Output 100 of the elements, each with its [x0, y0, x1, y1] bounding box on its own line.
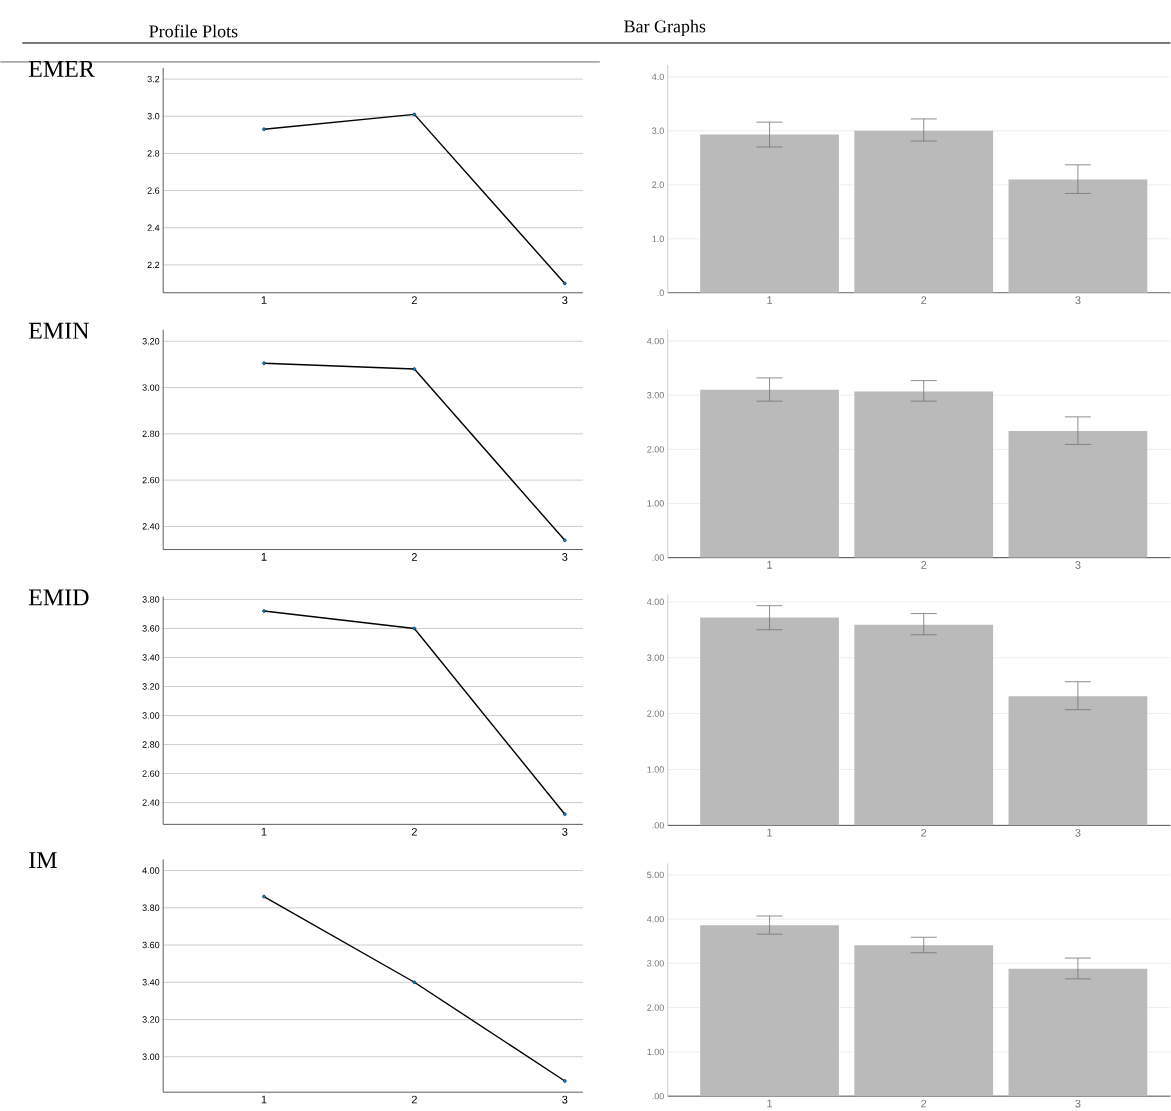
y-tick-label: 3.00 — [647, 392, 664, 399]
y-tick-label: 3.2 — [147, 75, 160, 83]
y-tick-label: 3.60 — [142, 941, 160, 949]
y-tick-label: 4.00 — [646, 598, 664, 606]
y-tick-label: 2.8 — [147, 150, 160, 157]
x-tick-label: 1 — [261, 296, 267, 304]
x-tick-label: 2 — [411, 296, 417, 305]
y-tick-label: .00 — [652, 554, 664, 561]
point — [412, 980, 417, 985]
chart-title: EMIN — [28, 322, 89, 339]
x-tick-label: 1 — [261, 827, 267, 836]
point — [262, 894, 266, 899]
x-tick-label: 3 — [1075, 829, 1081, 837]
y-tick-label: 1.00 — [647, 766, 664, 773]
x-tick-label: 1 — [767, 561, 773, 569]
y-tick-label: 2.60 — [142, 770, 160, 777]
bar — [700, 134, 839, 293]
x-tick-label: 2 — [921, 829, 927, 837]
bar — [700, 925, 839, 1097]
y-tick-label: 3.40 — [142, 979, 160, 986]
x-tick-label: 2 — [411, 553, 417, 561]
y-tick-label: 2.40 — [142, 799, 160, 806]
y-tick-label: .0 — [657, 289, 664, 297]
y-tick-label: 3.20 — [142, 338, 160, 345]
point — [262, 609, 266, 613]
chart-title: EMER — [28, 61, 95, 77]
y-tick-label: 3.00 — [142, 384, 160, 391]
y-tick-label: 3.0 — [147, 113, 160, 120]
bar — [1008, 696, 1148, 826]
y-tick-label: 3.0 — [652, 127, 664, 135]
x-tick-label: 3 — [562, 553, 568, 561]
x-tick-label: 2 — [921, 296, 927, 305]
x-tick-label: 3 — [1075, 561, 1081, 569]
x-tick-label: 3 — [562, 1095, 568, 1104]
point — [412, 112, 417, 117]
x-tick-label: 1 — [261, 553, 267, 561]
y-tick-label: 2.0 — [652, 181, 664, 189]
y-tick-label: 3.80 — [142, 596, 160, 603]
y-tick-label: 2.80 — [142, 430, 160, 438]
y-tick-label: 4.0 — [651, 73, 664, 81]
y-tick-label: 3.20 — [142, 683, 160, 690]
y-tick-label: .00 — [652, 822, 664, 829]
y-tick-label: 3.80 — [142, 904, 160, 912]
y-tick-label: 2.6 — [147, 187, 160, 194]
y-tick-label: 3.60 — [142, 625, 160, 632]
y-tick-label: 3.40 — [142, 654, 160, 661]
x-tick-label: 1 — [767, 296, 773, 304]
y-tick-label: 3.20 — [142, 1016, 160, 1023]
y-tick-label: 4.00 — [646, 916, 664, 923]
point — [563, 812, 567, 817]
x-tick-label: 3 — [562, 828, 568, 836]
x-tick-label: 1 — [767, 829, 773, 837]
bar — [854, 624, 994, 826]
y-tick-label: 2.60 — [142, 477, 160, 484]
y-tick-label: 2.40 — [142, 523, 160, 530]
bar — [1008, 968, 1148, 1097]
x-tick-label: 3 — [1075, 296, 1081, 305]
point — [563, 281, 567, 286]
chart-title: IM — [29, 852, 57, 869]
bar — [854, 945, 994, 1097]
y-tick-label: 3.00 — [647, 654, 664, 661]
text: Bar Graphs — [624, 19, 706, 37]
y-tick-label: 4.00 — [646, 338, 664, 345]
y-tick-label: 2.00 — [647, 446, 664, 453]
x-tick-label: 1 — [767, 1099, 773, 1108]
y-tick-label: 2.80 — [142, 741, 160, 748]
y-tick-label: 1.00 — [647, 500, 664, 507]
bar — [854, 391, 994, 558]
x-tick-label: 2 — [921, 561, 927, 569]
chart-title: EMID — [28, 589, 89, 606]
point — [563, 1079, 567, 1083]
text: Profile Plots — [149, 24, 238, 38]
x-tick-label: 2 — [411, 1095, 417, 1104]
x-tick-label: 2 — [411, 828, 417, 836]
point — [563, 538, 567, 543]
point — [412, 367, 417, 371]
y-tick-label: 3.00 — [142, 712, 160, 719]
y-tick-label: 2.00 — [647, 710, 664, 717]
point — [412, 626, 417, 631]
x-tick-label: 3 — [562, 296, 568, 305]
x-tick-label: 3 — [1075, 1099, 1081, 1108]
y-tick-label: 2.2 — [147, 261, 160, 269]
y-tick-label: 1.0 — [652, 235, 664, 243]
bar — [700, 617, 839, 826]
point — [262, 127, 266, 132]
bar — [1008, 179, 1148, 293]
bar — [854, 130, 994, 293]
y-tick-label: 3.00 — [647, 960, 664, 967]
y-tick-label: 2.4 — [147, 224, 160, 231]
y-tick-label: 1.00 — [647, 1048, 664, 1056]
y-tick-label: 2.00 — [647, 1004, 664, 1011]
x-tick-label: 1 — [261, 1095, 267, 1104]
bar — [700, 389, 839, 558]
y-tick-label: 4.00 — [142, 867, 160, 874]
point — [262, 361, 266, 366]
bar — [1008, 431, 1148, 558]
y-tick-label: 3.00 — [142, 1053, 160, 1061]
x-tick-label: 2 — [921, 1099, 927, 1108]
y-tick-label: .00 — [652, 1093, 664, 1100]
y-tick-label: 5.00 — [647, 871, 664, 879]
